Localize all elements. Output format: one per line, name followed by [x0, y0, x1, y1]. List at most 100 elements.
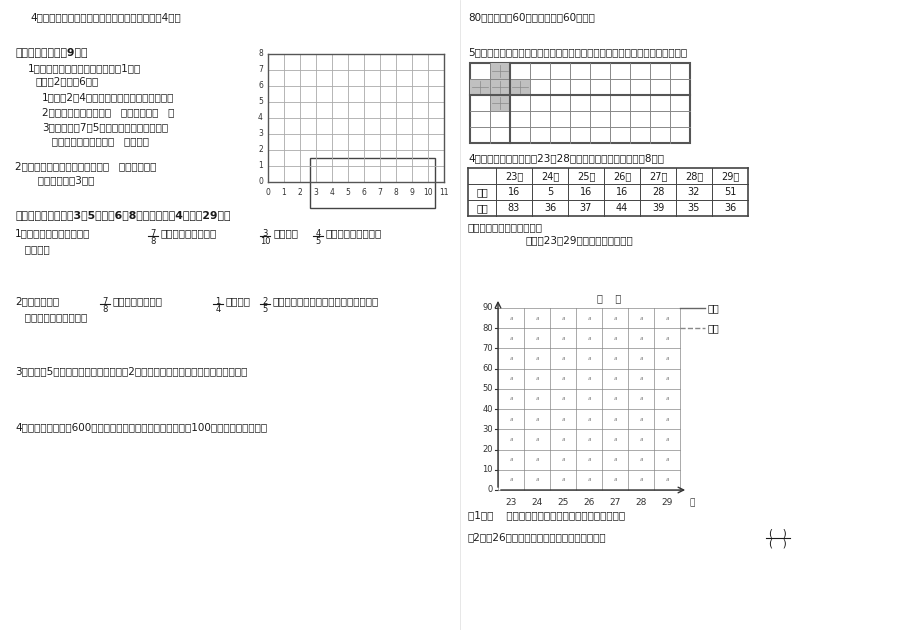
Text: a: a — [561, 457, 564, 462]
Text: 7: 7 — [377, 188, 382, 197]
Text: 39: 39 — [652, 203, 664, 213]
Text: a: a — [535, 356, 539, 361]
Text: 美国: 美国 — [708, 323, 719, 333]
Text: 10: 10 — [259, 237, 270, 246]
Text: a: a — [509, 376, 512, 381]
Text: 4: 4 — [315, 229, 321, 238]
Text: 29: 29 — [661, 498, 672, 507]
Text: 60: 60 — [482, 364, 493, 373]
Text: 1）以（2，4）为圆心画出一个最大的半圆。: 1）以（2，4）为圆心画出一个最大的半圆。 — [42, 92, 175, 102]
Text: a: a — [639, 478, 642, 483]
Text: 16: 16 — [507, 187, 519, 197]
Text: a: a — [535, 416, 539, 421]
Text: 4、下表是中、美两国第23至28届奥运会金牌情况统计表（8分）: 4、下表是中、美两国第23至28届奥运会金牌情况统计表（8分） — [468, 153, 664, 163]
Text: 五、操作题。（公9分）: 五、操作题。（公9分） — [15, 47, 87, 57]
Text: a: a — [639, 376, 642, 381]
Text: 圆，这个圆的直径是（   ）厘米。: 圆，这个圆的直径是（ ）厘米。 — [42, 136, 149, 146]
Text: a: a — [586, 478, 590, 483]
Text: a: a — [613, 396, 616, 401]
Text: 5: 5 — [346, 188, 350, 197]
Text: 25届: 25届 — [576, 171, 595, 181]
Text: 2）这个半圆的周长是（   ），面积是（   ）: 2）这个半圆的周长是（ ），面积是（ ） — [42, 107, 175, 117]
Bar — [490, 63, 509, 79]
Text: 年    月: 年 月 — [596, 293, 620, 303]
Text: a: a — [535, 437, 539, 442]
Text: 27届: 27届 — [648, 171, 666, 181]
Bar — [490, 79, 509, 95]
Text: 29届: 29届 — [720, 171, 738, 181]
Text: (   ): ( ) — [768, 528, 786, 538]
Text: a: a — [639, 316, 642, 321]
Text: a: a — [509, 457, 512, 462]
Text: a: a — [613, 336, 616, 341]
Text: a: a — [613, 478, 616, 483]
Text: 16: 16 — [615, 187, 628, 197]
Text: a: a — [613, 316, 616, 321]
Text: 44: 44 — [615, 203, 628, 213]
Text: 种蔬菜，: 种蔬菜， — [226, 296, 251, 306]
Text: 米，比第二次多截去: 米，比第二次多截去 — [161, 228, 217, 238]
Text: 4、两列火车从相距600千米的两地相对开出，甲车每小时行100千米，乙车每小时行: 4、两列火车从相距600千米的两地相对开出，甲车每小时行100千米，乙车每小时行 — [15, 422, 267, 432]
Text: 8: 8 — [102, 305, 108, 314]
Text: 26届: 26届 — [612, 171, 630, 181]
Text: 4: 4 — [258, 113, 263, 122]
Text: 2、有一块面积: 2、有一块面积 — [15, 296, 59, 306]
Text: 26: 26 — [583, 498, 594, 507]
Text: 2: 2 — [262, 297, 267, 306]
Text: a: a — [613, 356, 616, 361]
Text: 36: 36 — [543, 203, 555, 213]
Text: 11: 11 — [438, 188, 448, 197]
Bar — [310, 158, 435, 208]
Text: a: a — [535, 376, 539, 381]
Text: a: a — [664, 336, 668, 341]
Text: 24届: 24届 — [540, 171, 559, 181]
Text: 0: 0 — [266, 188, 270, 197]
Text: 23: 23 — [505, 498, 516, 507]
Text: a: a — [561, 356, 564, 361]
Text: 25: 25 — [557, 498, 568, 507]
Text: 多少米？: 多少米？ — [15, 244, 50, 254]
Text: 1、右图中每个小方格的边长都是1厘米: 1、右图中每个小方格的边长都是1厘米 — [28, 63, 142, 73]
Text: 30: 30 — [482, 425, 493, 434]
Text: 28: 28 — [651, 187, 664, 197]
Text: a: a — [561, 478, 564, 483]
Text: 23届: 23届 — [505, 171, 523, 181]
Text: a: a — [613, 457, 616, 462]
Text: a: a — [586, 396, 590, 401]
Text: 根据上表完成下面的统计图: 根据上表完成下面的统计图 — [468, 222, 542, 232]
Text: a: a — [664, 478, 668, 483]
Text: 1、一根锂筋，第一次截去: 1、一根锂筋，第一次截去 — [15, 228, 90, 238]
Text: 36: 36 — [723, 203, 735, 213]
Text: a: a — [664, 316, 668, 321]
Text: a: a — [639, 396, 642, 401]
Text: 50: 50 — [482, 384, 493, 393]
Text: 0: 0 — [258, 178, 263, 186]
Text: a: a — [613, 376, 616, 381]
Text: （1）（    ）届奥运会上中国的金牌数与美国最接近。: （1）（ ）届奥运会上中国的金牌数与美国最接近。 — [468, 510, 624, 520]
Bar — [509, 79, 529, 95]
Text: 37: 37 — [579, 203, 592, 213]
Text: （每题2分，公6分）: （每题2分，公6分） — [36, 76, 99, 86]
Text: a: a — [535, 457, 539, 462]
Text: 24: 24 — [531, 498, 542, 507]
Text: 4、求右面阴影部分的面积，（单位：分米）（4分）: 4、求右面阴影部分的面积，（单位：分米）（4分） — [30, 12, 180, 22]
Text: a: a — [586, 356, 590, 361]
Text: a: a — [509, 416, 512, 421]
Text: a: a — [586, 457, 590, 462]
Text: a: a — [535, 336, 539, 341]
Text: 美国: 美国 — [476, 203, 487, 213]
Text: 1: 1 — [258, 161, 263, 171]
Text: a: a — [509, 356, 512, 361]
Text: a: a — [613, 437, 616, 442]
Text: 中国第23至29届奥运会金牌统计图: 中国第23至29届奥运会金牌统计图 — [526, 235, 633, 245]
Text: a: a — [535, 316, 539, 321]
Text: 2、在右面的长方形里最多能画（   ）个最大圆，: 2、在右面的长方形里最多能画（ ）个最大圆， — [15, 161, 156, 171]
Text: 0: 0 — [487, 486, 493, 495]
Text: 占总面积的几分之几？: 占总面积的几分之几？ — [15, 312, 87, 322]
Text: 届: 届 — [689, 498, 695, 507]
Text: (   ): ( ) — [768, 539, 786, 549]
Text: 7: 7 — [150, 229, 155, 238]
Text: a: a — [664, 376, 668, 381]
Text: a: a — [509, 396, 512, 401]
Text: 5、学校准备在卫生室的一面墙上贴一组瓷砖（如下），有多少种不同的贴法？: 5、学校准备在卫生室的一面墙上贴一组瓷砖（如下），有多少种不同的贴法？ — [468, 47, 686, 57]
